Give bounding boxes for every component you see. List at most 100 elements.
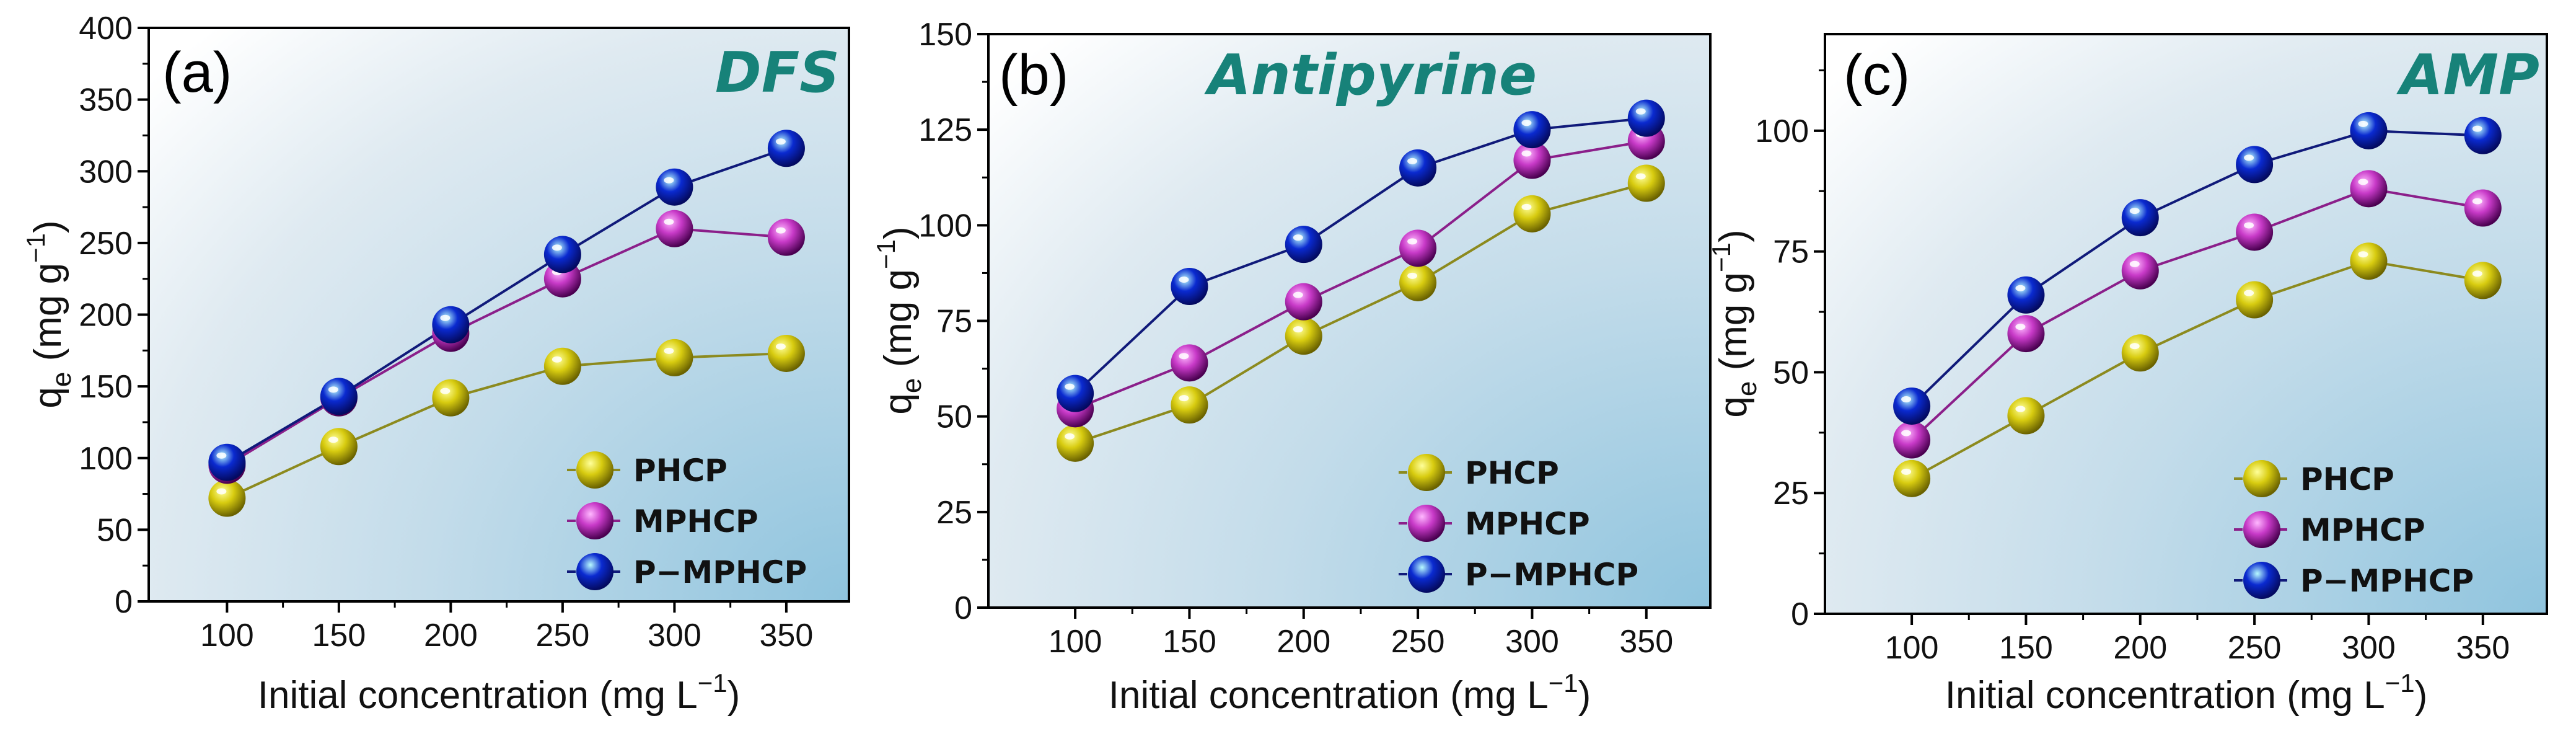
panel-b-data-point-highlight	[1293, 234, 1303, 241]
panel-a-legend-marker	[576, 553, 613, 590]
panel-b-data-point-highlight	[1635, 108, 1646, 115]
panel-c-data-point	[2236, 213, 2274, 251]
panel-c-data-point-highlight	[2015, 405, 2026, 412]
panel-c-legend-label: P−MPHCP	[2300, 563, 2474, 599]
panel-a-data-point	[320, 378, 358, 415]
panel-a-y-axis-title: qe (mg g−1)	[21, 220, 77, 408]
panel-b-data-point	[1399, 149, 1437, 187]
panel-c-marks	[1893, 112, 2502, 497]
panel-a-data-point	[656, 168, 693, 206]
panel-a-data-point-highlight	[440, 314, 451, 321]
panel-c-data-point-highlight	[2129, 343, 2140, 350]
panel-b-x-tick-label: 250	[1391, 624, 1445, 660]
panel-c-x-tick-label: 350	[2456, 630, 2510, 666]
panel-c-x-tick-label: 200	[2113, 630, 2167, 666]
panel-b-data-point	[1399, 229, 1437, 267]
panel-b-y-tick-label: 0	[954, 590, 972, 626]
panel-c-data-point-highlight	[2358, 120, 2368, 127]
panel-a-legend-marker	[576, 451, 613, 489]
panel-a-y-tick-label: 0	[115, 584, 133, 620]
panel-b-y-tick-label: 75	[936, 304, 972, 340]
panel-b-data-point-highlight	[1521, 203, 1532, 210]
panel-c-legend-marker	[2243, 562, 2280, 599]
panel-a-data-point-highlight	[775, 138, 786, 145]
panel-c-data-point-highlight	[2244, 154, 2254, 161]
panel-b-data-point-highlight	[1179, 395, 1189, 402]
panel-a-y-tick-label: 400	[79, 11, 133, 47]
panel-a-data-point-highlight	[216, 452, 227, 459]
panel-c-data-point	[2464, 189, 2502, 227]
panel-a-x-axis-title: Initial concentration (mg L−1)	[258, 668, 740, 717]
panel-b-data-point-highlight	[1065, 433, 1075, 440]
panel-c-axes: 100 150 200 250 300 350 0 25 50 75 100	[1755, 69, 2510, 666]
panel-a-data-point-highlight	[216, 488, 227, 495]
panel-b-legend-marker	[1408, 454, 1445, 491]
panel-a-title: DFS	[715, 40, 840, 105]
panel-a-x-tick-label: 300	[648, 618, 701, 653]
panel-c-data-point	[2236, 146, 2274, 184]
panel-a-legend-label: MPHCP	[633, 503, 758, 539]
panel-b-data-point	[1513, 141, 1551, 179]
panel-b-legend-marker	[1408, 556, 1445, 593]
panel-a-legend-label: P−MPHCP	[633, 554, 807, 590]
panel-b-data-point	[1171, 344, 1208, 382]
panel-c-data-point	[2121, 334, 2159, 372]
panel-a-data-point-highlight	[775, 343, 786, 350]
panel-b-y-tick-label: 125	[918, 112, 972, 148]
panel-b-data-point-highlight	[1179, 277, 1189, 283]
panel-a-data-point	[208, 443, 246, 481]
panel-c-data-point-highlight	[2015, 324, 2026, 330]
panel-c-legend: PHCP MPHCP P−MPHCP	[2234, 460, 2474, 599]
panel-b-x-tick-label: 350	[1619, 624, 1673, 660]
panel-b-y-tick-label: 100	[918, 208, 972, 244]
panel-a-y-tick-label: 250	[79, 226, 133, 262]
panel-b-marks	[1057, 99, 1665, 462]
panel-a-legend-marker	[576, 502, 613, 539]
panel-b: 100 150 200 250 300 350 0 25 50 75 100 125 150 (b) A…	[871, 17, 1712, 717]
panel-c-series-line-0	[1911, 260, 2484, 480]
panel-c-data-point-highlight	[1901, 468, 1912, 475]
panel-a-data-point-highlight	[328, 436, 338, 443]
panel-a-y-tick-label: 100	[79, 441, 133, 477]
panel-c-data-point-highlight	[1901, 430, 1912, 436]
panel-a-y-tick-label: 300	[79, 154, 133, 190]
panel-a-data-point-highlight	[552, 356, 562, 363]
panel-a-data-point-highlight	[552, 244, 562, 251]
panel-a-label: (a)	[162, 41, 232, 104]
panel-c-data-point	[1893, 459, 1931, 497]
panel-a-data-point	[208, 479, 246, 517]
panel-c: 100 150 200 250 300 350 0 25 50 75 100 (c) AMP Ini…	[1707, 33, 2548, 717]
panel-b-x-tick-label: 300	[1505, 624, 1559, 660]
panel-a-series-line-0	[226, 352, 786, 500]
panel-b-x-tick-label: 150	[1163, 624, 1216, 660]
panel-b-data-point-highlight	[1521, 120, 1532, 126]
panel-c-data-point-highlight	[2358, 179, 2368, 185]
panel-b-legend-label: MPHCP	[1465, 506, 1590, 542]
panel-a-x-tick-label: 100	[200, 618, 254, 653]
panel-b-data-point-highlight	[1407, 157, 1418, 164]
panel-b-legend-label: P−MPHCP	[1465, 557, 1638, 593]
panel-c-legend-label: PHCP	[2300, 461, 2394, 497]
panel-b-data-point-highlight	[1065, 383, 1075, 390]
panel-b-title: Antipyrine	[1204, 43, 1537, 108]
panel-a-x-tick-label: 200	[424, 618, 478, 653]
panel-b-data-point	[1285, 317, 1322, 355]
panel-c-series-line-2	[1910, 129, 2483, 407]
panel-c-label: (c)	[1844, 43, 1910, 107]
panel-c-data-point-highlight	[1901, 396, 1912, 402]
panel-c-title: AMP	[2396, 43, 2539, 108]
panel-a-data-point	[543, 347, 581, 385]
panel-c-data-point	[1893, 387, 1931, 425]
panel-a-data-point-highlight	[775, 227, 786, 234]
panel-b-y-axis-title: qe (mg g−1)	[871, 226, 927, 414]
panel-c-x-tick-label: 150	[1999, 630, 2053, 666]
panel-c-x-axis-title: Initial concentration (mg L−1)	[1945, 668, 2427, 717]
panel-b-data-point-highlight	[1179, 353, 1189, 360]
panel-c-data-point	[2464, 117, 2502, 154]
panel-a-data-point	[767, 218, 805, 256]
panel-a-x-tick-label: 250	[536, 618, 590, 653]
panel-b-data-point	[1057, 424, 1094, 462]
panel-c-y-tick-label: 0	[1791, 596, 1809, 632]
panel-a-data-point	[767, 334, 805, 372]
panel-b-data-point	[1627, 99, 1665, 137]
